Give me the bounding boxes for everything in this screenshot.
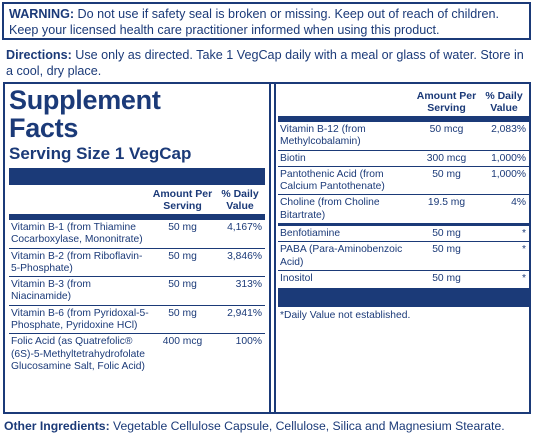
nutrient-row: Vitamin B-6 (from Pyridoxal-5-Phosphate,…	[9, 306, 265, 335]
nutrient-amount: 50 mg	[432, 168, 461, 180]
supplement-facts-panel: Supplement Facts Serving Size 1 VegCap A…	[3, 82, 531, 414]
nutrient-amount: 50 mg	[432, 244, 461, 256]
nutrient-amount: 50 mg	[432, 272, 461, 284]
nutrient-name: Folic Acid (as Quatrefolic® (6S)-5-Methy…	[11, 336, 145, 372]
nutrient-dv: 4,167%	[227, 222, 262, 233]
nutrient-name: Inositol	[280, 272, 313, 284]
facts-left-column: Supplement Facts Serving Size 1 VegCap A…	[9, 86, 265, 374]
header-amount-per-serving: Amount Per Serving	[152, 188, 213, 212]
nutrient-amount: 50 mcg	[429, 124, 464, 135]
nutrient-dv: *	[521, 272, 526, 284]
facts-title: Supplement Facts	[9, 85, 161, 143]
nutrient-row: Benfotiamine 50 mg *	[278, 226, 529, 243]
bottom-rule	[278, 288, 529, 308]
nutrient-dv: *	[521, 244, 526, 256]
nutrient-dv: 2,941%	[227, 307, 262, 319]
header-daily-value: % Daily Value	[485, 90, 523, 114]
nutrient-row: PABA (Para-Aminobenzoic Acid) 50 mg *	[278, 242, 529, 271]
warning-box: WARNING: Do not use if safety seal is br…	[2, 2, 531, 40]
header-rule	[9, 214, 265, 220]
nutrient-name: Vitamin B-1 (from Thiamine Cocarboxylase…	[11, 222, 143, 246]
footnote: *Daily Value not established.	[280, 310, 411, 322]
nutrient-name: Vitamin B-12 (from Methylcobalamin)	[280, 124, 366, 148]
nutrient-name: Benfotiamine	[280, 228, 341, 240]
warning-text: Do not use if safety seal is broken or m…	[9, 7, 499, 37]
nutrient-dv: 4%	[511, 197, 526, 209]
nutrient-row: Vitamin B-3 (from Niacinamide) 50 mg 313…	[9, 277, 265, 306]
header-daily-value: % Daily Value	[221, 188, 259, 212]
nutrient-row: Vitamin B-12 (from Methylcobalamin) 50 m…	[278, 122, 529, 151]
nutrient-row: Inositol 50 mg *	[278, 271, 529, 286]
other-ingredients-label: Other Ingredients:	[4, 419, 110, 433]
nutrient-row: Folic Acid (as Quatrefolic® (6S)-5-Methy…	[9, 334, 265, 374]
nutrient-amount: 50 mg	[168, 307, 197, 319]
nutrient-row: Choline (from Choline Bitartrate) 19.5 m…	[278, 195, 529, 227]
nutrient-dv: *	[521, 228, 526, 240]
nutrient-dv: 2,083%	[491, 124, 526, 135]
directions-text: Use only as directed. Take 1 VegCap dail…	[6, 48, 524, 78]
nutrient-amount: 400 mcg	[162, 336, 203, 348]
nutrient-amount: 19.5 mg	[427, 197, 466, 209]
directions-label: Directions:	[6, 48, 72, 62]
other-ingredients: Other Ingredients: Vegetable Cellulose C…	[4, 418, 530, 434]
nutrient-name: PABA (Para-Aminobenzoic Acid)	[280, 244, 403, 268]
nutrient-dv: 1,000%	[491, 168, 526, 180]
nutrient-amount: 300 mcg	[426, 152, 467, 164]
nutrient-name: Biotin	[280, 152, 306, 164]
facts-header-right: Amount Per Serving % Daily Value	[278, 86, 529, 116]
other-ingredients-text: Vegetable Cellulose Capsule, Cellulose, …	[109, 419, 505, 433]
nutrient-name: Vitamin B-2 (from Riboflavin-5-Phosphate…	[11, 250, 143, 274]
nutrient-dv: 100%	[235, 336, 262, 348]
nutrient-row: Vitamin B-1 (from Thiamine Cocarboxylase…	[9, 220, 265, 249]
nutrient-dv: 313%	[235, 279, 262, 291]
nutrient-name: Vitamin B-6 (from Pyridoxal-5-Phosphate,…	[11, 307, 149, 332]
nutrient-amount: 50 mg	[432, 228, 461, 240]
nutrient-row: Vitamin B-2 (from Riboflavin-5-Phosphate…	[9, 249, 265, 278]
nutrient-row: Pantothenic Acid (from Calcium Pantothen…	[278, 167, 529, 196]
nutrient-row: Biotin 300 mcg 1,000%	[278, 151, 529, 167]
directions-text-block: Directions: Use only as directed. Take 1…	[6, 47, 528, 79]
serving-size: Serving Size 1 VegCap	[9, 144, 192, 163]
nutrient-dv: 1,000%	[491, 152, 526, 164]
header-amount-per-serving: Amount Per Serving	[416, 90, 477, 114]
nutrient-amount: 50 mg	[168, 279, 197, 291]
facts-header: Amount Per Serving % Daily Value	[9, 185, 265, 214]
thick-rule	[9, 168, 265, 185]
nutrient-name: Choline (from Choline Bitartrate)	[280, 197, 380, 221]
nutrient-name: Vitamin B-3 (from Niacinamide)	[11, 279, 91, 303]
nutrient-name: Pantothenic Acid (from Calcium Pantothen…	[280, 168, 385, 193]
nutrient-amount: 50 mg	[168, 250, 197, 262]
nutrient-dv: 3,846%	[227, 250, 262, 262]
nutrient-amount: 50 mg	[168, 222, 197, 233]
column-divider	[269, 84, 276, 412]
facts-right-column: Amount Per Serving % Daily Value Vitamin…	[278, 86, 529, 322]
header-rule	[278, 116, 529, 122]
warning-label: WARNING:	[9, 7, 75, 21]
